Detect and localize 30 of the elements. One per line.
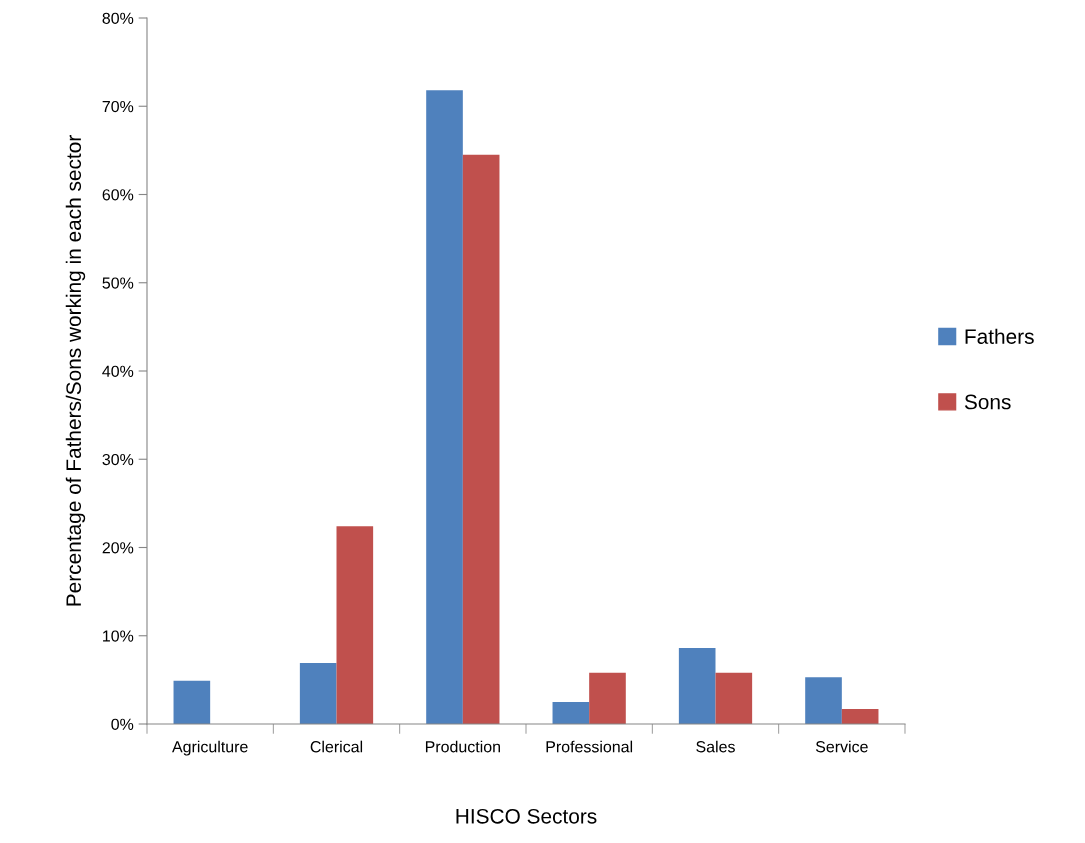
legend-label: Sons: [964, 394, 1011, 410]
bar: [678, 648, 716, 724]
y-tick-label: 80%: [102, 12, 134, 24]
y-axis-title: Percentage of Fathers/Sons working in each sector: [65, 135, 86, 606]
bar: [462, 154, 500, 724]
bar: [336, 526, 374, 724]
x-tick-label: Professional: [546, 740, 633, 753]
bar: [715, 672, 753, 724]
bar: [841, 709, 879, 724]
x-tick-label: Service: [815, 740, 868, 753]
y-tick-label: 40%: [102, 365, 134, 377]
bar: [299, 663, 337, 724]
y-tick-label: 50%: [102, 277, 134, 289]
y-tick-label: 10%: [103, 630, 134, 642]
bar: [552, 701, 590, 724]
y-tick-label: 20%: [102, 542, 134, 554]
y-tick-label: 60%: [102, 189, 134, 201]
x-tick-label: Production: [425, 740, 500, 753]
bar: [805, 677, 842, 724]
x-axis-title: HISCO Sectors: [456, 808, 597, 824]
x-tick-label: Agriculture: [172, 740, 248, 756]
bar: [173, 680, 211, 724]
y-tick-label: 0%: [111, 718, 134, 730]
bar: [589, 672, 626, 724]
y-tick-label: 70%: [102, 100, 134, 113]
y-tick-label: 30%: [102, 453, 134, 466]
legend-label: Fathers: [965, 328, 1034, 344]
bar: [426, 90, 463, 724]
x-tick-label: Clerical: [310, 740, 363, 753]
x-tick-label: Sales: [696, 740, 735, 753]
